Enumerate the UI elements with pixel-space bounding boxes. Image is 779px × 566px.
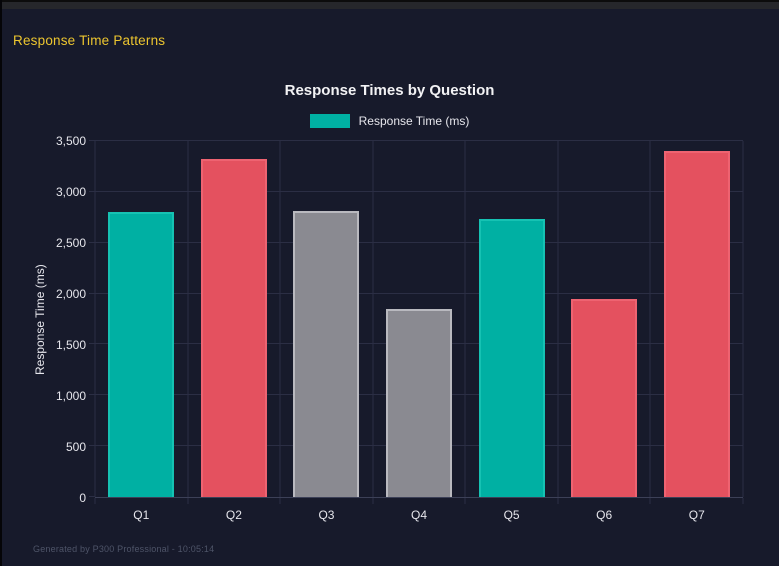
plot-area (89, 140, 744, 504)
x-tick-mark (557, 498, 559, 504)
bar-q4 (386, 308, 452, 497)
legend-label: Response Time (ms) (358, 114, 470, 128)
chart-legend: Response Time (ms) (0, 114, 779, 128)
gridline-horizontal (95, 190, 743, 192)
gridline-vertical (557, 141, 559, 497)
y-tick-label: 0 (79, 491, 86, 505)
x-category-label: Q3 (318, 508, 335, 522)
legend-swatch-icon (309, 114, 350, 128)
y-tick-mark (89, 445, 95, 447)
x-tick-mark (94, 498, 96, 504)
bar-q1 (108, 212, 175, 497)
y-tick-mark (89, 292, 95, 294)
x-category-label: Q1 (133, 508, 150, 522)
window-left-edge (0, 0, 2, 566)
bar-q6 (571, 298, 638, 497)
y-tick-label: 1,500 (55, 338, 86, 352)
x-axis-labels: Q1 Q2 Q3 Q4 Q5 Q6 Q7 (95, 508, 743, 522)
y-tick-label: 3,000 (55, 185, 86, 199)
bar-q3 (293, 211, 360, 497)
x-tick-mark (187, 498, 189, 504)
gridline-vertical (94, 141, 96, 497)
chart-title: Response Times by Question (284, 82, 495, 99)
x-category-label: Q2 (225, 508, 242, 522)
y-tick-mark (89, 394, 95, 396)
bar-q2 (200, 159, 267, 497)
y-axis-labels: 0 500 1,000 1,500 2,000 2,500 3,000 3,500 (0, 135, 86, 504)
y-tick-label: 2,000 (55, 287, 86, 301)
page-title: Response Time Patterns (13, 33, 166, 48)
y-tick-label: 500 (65, 440, 86, 454)
bar-q5 (478, 219, 545, 497)
y-tick-label: 1,000 (55, 389, 86, 403)
x-category-label: Q6 (596, 508, 613, 522)
x-tick-mark (649, 498, 651, 504)
x-tick-mark (464, 498, 466, 504)
x-category-label: Q4 (411, 508, 428, 522)
bar-q7 (663, 151, 730, 497)
legend-item[interactable]: Response Time (ms) (309, 114, 470, 128)
gridline-horizontal (95, 140, 743, 141)
window-top-strip (0, 0, 779, 9)
x-tick-mark (742, 498, 744, 504)
x-tick-mark (279, 498, 281, 504)
footer-status-text: Generated by P300 Professional - 10:05:1… (33, 544, 215, 554)
gridline-vertical (649, 141, 651, 497)
y-tick-label: 2,500 (55, 236, 86, 250)
gridline-vertical (742, 141, 744, 497)
y-tick-mark (89, 140, 95, 141)
gridline-horizontal (95, 292, 743, 294)
y-tick-mark (89, 496, 95, 497)
y-tick-label: 3,500 (55, 134, 86, 148)
x-category-label: Q7 (688, 508, 705, 522)
gridline-vertical (187, 141, 189, 497)
gridline-horizontal (95, 241, 743, 243)
y-tick-mark (89, 241, 95, 243)
x-category-label: Q5 (503, 508, 520, 522)
gridline-vertical (464, 141, 466, 497)
y-tick-mark (89, 343, 95, 345)
x-tick-mark (372, 498, 374, 504)
gridline-vertical (372, 141, 374, 497)
gridline-vertical (279, 141, 281, 497)
y-tick-mark (89, 190, 95, 192)
